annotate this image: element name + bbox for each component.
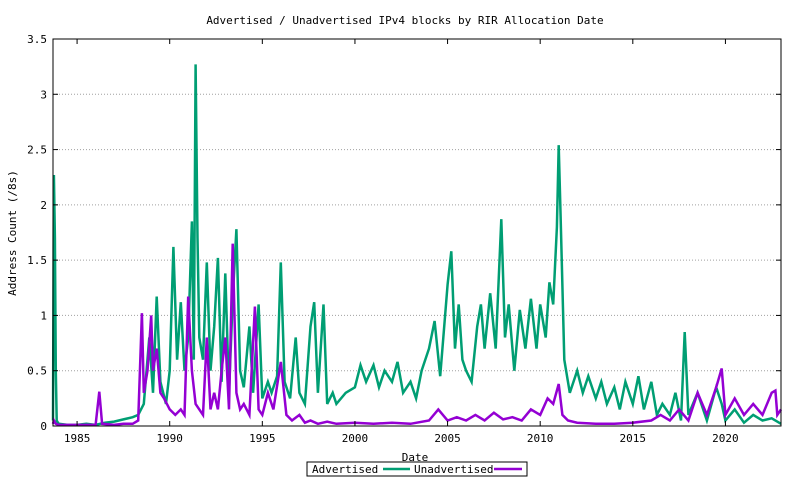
legend-label-unadvertised: Unadvertised xyxy=(414,463,493,476)
data-series-layer xyxy=(51,64,783,427)
x-tick-label: 1995 xyxy=(249,432,276,445)
legend-label-advertised: Advertised xyxy=(312,463,378,476)
y-tick-label: 1 xyxy=(40,309,47,322)
y-tick-label: 0 xyxy=(40,420,47,433)
legend: Advertised Unadvertised xyxy=(306,461,528,477)
x-tick-label: 1990 xyxy=(156,432,183,445)
x-axis-ticks: 1985 1990 1995 2000 2005 2010 2015 2020 xyxy=(64,39,739,445)
y-tick-label: 0.5 xyxy=(27,365,47,378)
y-axis-ticks: 0 0.5 1 1.5 2 2.5 3 3.5 xyxy=(27,33,781,433)
legend-box xyxy=(306,461,528,477)
y-axis-label: Address Count (/8s) xyxy=(6,170,19,296)
series-line-advertised xyxy=(51,64,782,427)
grid-lines xyxy=(53,93,781,372)
y-tick-label: 3 xyxy=(40,88,47,101)
series-line-unadvertised xyxy=(51,243,783,427)
x-tick-label: 2010 xyxy=(527,432,554,445)
y-tick-label: 2 xyxy=(40,199,47,212)
x-tick-label: 2000 xyxy=(342,432,369,445)
x-tick-label: 2020 xyxy=(712,432,739,445)
y-tick-label: 3.5 xyxy=(27,33,47,46)
x-axis-label: Date xyxy=(402,451,429,464)
x-tick-label: 1985 xyxy=(64,432,91,445)
chart-title: Advertised / Unadvertised IPv4 blocks by… xyxy=(206,14,603,27)
plot-frame xyxy=(52,38,782,427)
y-tick-label: 1.5 xyxy=(27,254,47,267)
y-tick-label: 2.5 xyxy=(27,144,47,157)
x-tick-label: 2005 xyxy=(434,432,461,445)
x-tick-label: 2015 xyxy=(620,432,647,445)
